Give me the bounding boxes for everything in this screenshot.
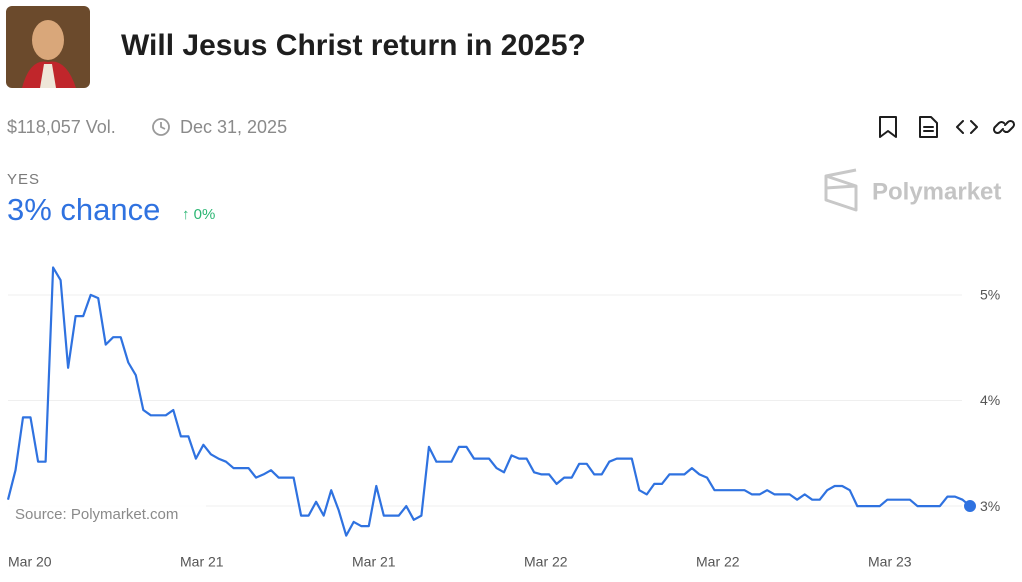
brand: Polymarket (872, 178, 1001, 205)
link-button[interactable] (992, 119, 1016, 135)
source: Source: Polymarket.com (15, 506, 178, 523)
y-tick-label: 5% (980, 287, 1000, 303)
title: Will Jesus Christ return in 2025? (121, 29, 586, 62)
y-tick-label: 4% (980, 392, 1000, 408)
line (6, 266, 971, 537)
bookmark-button[interactable] (879, 116, 897, 138)
clock-icon (152, 118, 170, 136)
x-tick-label: Mar 22 (696, 554, 740, 570)
x-tick-label: Mar 22 (524, 554, 568, 570)
x-tick-label: Mar 21 (352, 554, 396, 570)
volume: $118,057 Vol. (7, 117, 116, 137)
x-tick-label: Mar 20 (8, 554, 52, 570)
outcome-label: YES (7, 171, 40, 188)
document-button[interactable] (919, 116, 938, 138)
change: ↑ 0% (182, 206, 215, 223)
chance: 3% chance (7, 192, 160, 227)
end-point (964, 500, 976, 513)
embed-button[interactable] (956, 120, 978, 134)
x-tick-label: Mar 21 (180, 554, 224, 570)
source-backdrop (8, 502, 206, 528)
end-date: Dec 31, 2025 (180, 117, 287, 137)
plot: 3% 4% 5% Mar 20 Mar 21 Mar 21 Mar 22 Mar 22 Mar … (6, 266, 1000, 570)
brand-logo (824, 168, 858, 212)
avatar (6, 6, 90, 88)
y-tick-label: 3% (980, 498, 1000, 514)
x-tick-label: Mar 23 (868, 554, 912, 570)
